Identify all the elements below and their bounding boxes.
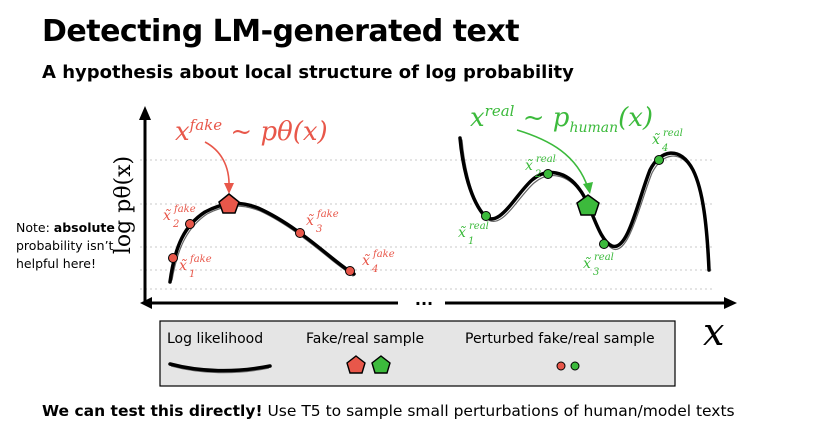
svg-text:x̃: x̃ <box>583 256 591 272</box>
fake-annotation-arrowhead <box>224 183 234 194</box>
real-annotation-arrowhead <box>583 182 593 194</box>
legend-fake-pentagon <box>346 355 366 374</box>
real-annotation-arrow <box>516 129 589 189</box>
svg-text:fake: fake <box>173 204 196 215</box>
y-axis <box>139 106 151 303</box>
grid-lines <box>140 159 712 290</box>
y-axis-arrowhead <box>139 106 151 120</box>
svg-text:4: 4 <box>371 264 378 275</box>
svg-text:x̃: x̃ <box>306 213 314 229</box>
fake-perturbed-label-1: x̃ fake 1 <box>179 254 212 280</box>
svg-text:x̃: x̃ <box>458 225 466 241</box>
hypothesis-figure: ... log pθ(x) x xfake ~ pθ(x) xreal ~ ph… <box>111 102 737 387</box>
fake-perturbed-dot-1 <box>168 253 178 263</box>
svg-text:3: 3 <box>593 267 599 278</box>
svg-text:x̃: x̃ <box>362 253 370 269</box>
svg-text:fake: fake <box>189 254 212 265</box>
legend-fake-dot <box>556 361 566 371</box>
svg-text:x̃: x̃ <box>163 208 171 224</box>
legend-curve-sample-stroke <box>170 365 270 374</box>
real-perturbed-dot-1 <box>481 211 491 221</box>
note-prefix: Note: <box>16 220 54 235</box>
svg-text:3: 3 <box>316 224 322 235</box>
legend-real-dot <box>570 361 580 371</box>
real-perturbed-labels: x̃ real 1 x̃ real 2 x̃ real 3 x̃ real 4 <box>458 128 683 278</box>
bottom-caption: We can test this directly! Use T5 to sam… <box>42 402 735 420</box>
fake-sample-pentagon <box>218 193 240 214</box>
real-sample-pentagon <box>576 194 600 216</box>
real-perturbed-label-3: x̃ real 3 <box>583 252 614 278</box>
x-axis-label: x <box>703 310 724 354</box>
legend-box <box>159 320 676 387</box>
fake-perturbed-label-3: x̃ fake 3 <box>306 209 339 235</box>
legend-log-likelihood-label: Log likelihood <box>167 331 263 347</box>
fake-perturbed-dot-3 <box>295 228 305 238</box>
fake-perturbed-label-2: x̃ fake 2 <box>163 204 196 230</box>
real-perturbed-label-1: x̃ real 1 <box>458 221 489 247</box>
svg-text:fake: fake <box>316 209 339 220</box>
side-note: Note: absolute probability isn’t helpful… <box>16 219 128 273</box>
page-title: Detecting LM-generated text <box>42 14 520 49</box>
svg-text:real: real <box>663 128 683 139</box>
real-perturbed-dot-3 <box>599 239 609 249</box>
legend-curve-sample <box>168 362 272 373</box>
svg-text:real: real <box>536 154 556 165</box>
svg-text:real: real <box>469 221 489 232</box>
fake-perturbed-dots <box>168 219 355 276</box>
fake-perturbed-label-4: x̃ fake 4 <box>362 249 395 275</box>
page-subtitle: A hypothesis about local structure of lo… <box>42 62 574 83</box>
svg-text:x̃: x̃ <box>179 258 187 274</box>
legend-sample-label: Fake/real sample <box>306 331 424 347</box>
svg-text:2: 2 <box>534 169 541 180</box>
svg-text:1: 1 <box>189 269 195 280</box>
note-emphasis: absolute <box>53 220 115 235</box>
x-axis: ... <box>140 290 737 309</box>
fake-perturbed-dot-4 <box>345 266 355 276</box>
svg-text:4: 4 <box>661 143 668 154</box>
legend: Log likelihood Fake/real sample Perturbe… <box>159 320 676 387</box>
svg-text:fake: fake <box>372 249 395 260</box>
real-sample-annotation: xreal ~ phuman(x) <box>470 102 653 136</box>
x-axis-ellipsis: ... <box>415 290 433 309</box>
svg-text:2: 2 <box>172 219 179 230</box>
legend-real-pentagon <box>371 355 391 374</box>
note-suffix: probability isn’t helpful here! <box>16 238 114 271</box>
svg-text:1: 1 <box>468 236 474 247</box>
fake-perturbed-dot-2 <box>185 219 195 229</box>
fake-annotation-arrow <box>204 141 230 189</box>
bottom-emphasis: We can test this directly! <box>42 402 263 420</box>
svg-text:x̃: x̃ <box>652 132 660 148</box>
fake-sample-annotation: xfake ~ pθ(x) <box>175 116 328 147</box>
x-axis-left-arrowhead <box>140 297 152 309</box>
real-perturbed-dot-4 <box>654 155 664 165</box>
x-axis-right-arrowhead <box>724 297 737 309</box>
real-perturbed-dots <box>481 155 664 249</box>
bottom-rest: Use T5 to sample small perturbations of … <box>262 402 735 420</box>
legend-perturbed-label: Perturbed fake/real sample <box>465 331 655 347</box>
svg-text:real: real <box>594 252 614 263</box>
y-axis-label: log pθ(x) <box>111 156 136 254</box>
svg-text:x̃: x̃ <box>525 158 533 174</box>
real-perturbed-label-4: x̃ real 4 <box>652 128 683 154</box>
fake-perturbed-labels: x̃ fake 1 x̃ fake 2 x̃ fake 3 x̃ fake 4 <box>163 204 395 280</box>
real-perturbed-label-2: x̃ real 2 <box>525 154 556 180</box>
real-perturbed-dot-2 <box>543 169 553 179</box>
